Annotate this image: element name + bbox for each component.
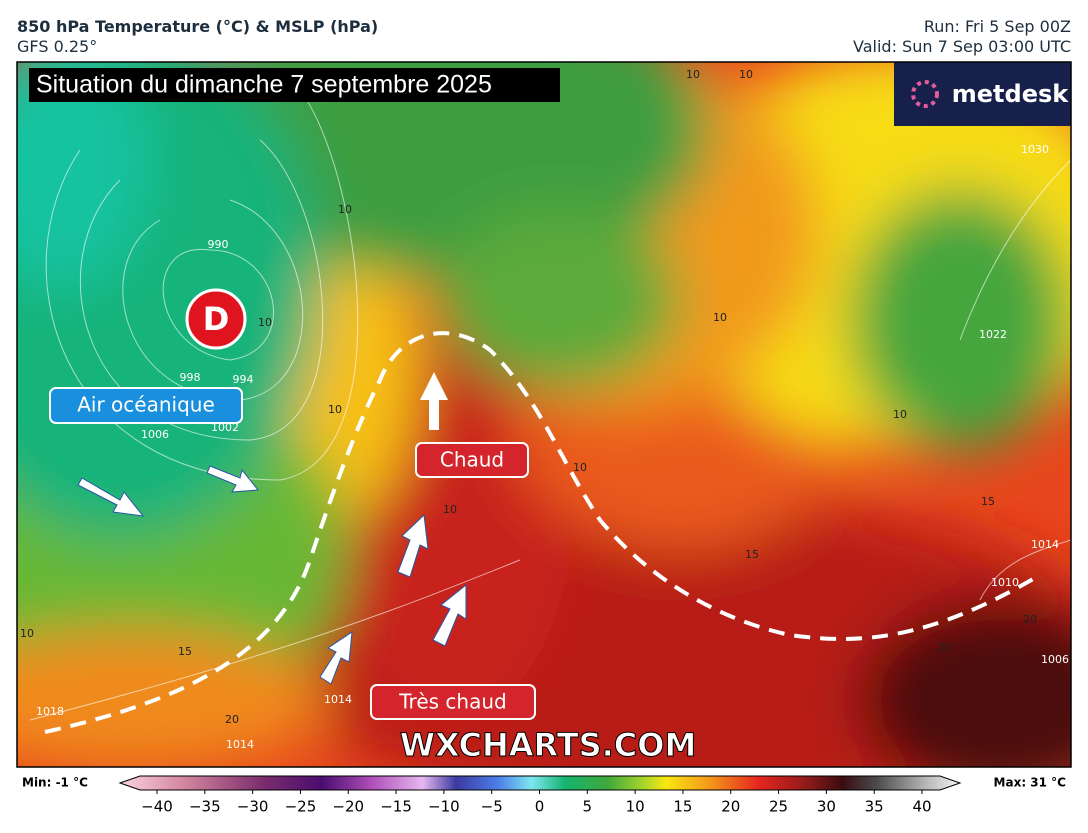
colorbar-tick-label: 25 bbox=[769, 798, 788, 816]
annotation: Très chaud bbox=[398, 690, 506, 714]
annotation-bg bbox=[370, 684, 536, 720]
isobars bbox=[29, 89, 1071, 721]
colorbar-tick-label: 0 bbox=[535, 798, 545, 816]
annotation-bg bbox=[49, 387, 243, 424]
temperature-label: 10 bbox=[443, 503, 457, 516]
isobar-label: 1014 bbox=[1031, 538, 1059, 551]
isobar-label: 1018 bbox=[36, 705, 64, 718]
isobar-label: 1006 bbox=[1041, 653, 1069, 666]
temperature-label: 10 bbox=[338, 203, 352, 216]
annotation-bg bbox=[415, 442, 529, 478]
min-label: Min: -1 °C bbox=[22, 776, 88, 790]
colorbar-tick-label: 15 bbox=[673, 798, 692, 816]
isobar-label: 1002 bbox=[211, 421, 239, 434]
temperature-label: 10 bbox=[686, 68, 700, 81]
isobar-labels: 9909949981002100610101014101810221030101… bbox=[36, 143, 1069, 751]
colorbar-tick-label: −15 bbox=[380, 798, 412, 816]
isobar-label: 1014 bbox=[226, 738, 254, 751]
temperature-label: 20 bbox=[938, 641, 952, 654]
colorbar-tick-label: −35 bbox=[189, 798, 221, 816]
title: 850 hPa Temperature (°C) & MSLP (hPa) bbox=[17, 17, 378, 36]
low-marker-bg bbox=[185, 288, 247, 350]
colorbar-tick-label: 10 bbox=[626, 798, 645, 816]
temperature-label: 15 bbox=[981, 495, 995, 508]
isobar-label: 998 bbox=[180, 371, 201, 384]
low-marker: D bbox=[203, 300, 230, 338]
colorbar bbox=[118, 775, 962, 791]
colorbar-tick-label: −5 bbox=[481, 798, 503, 816]
colorbar-tick-label: 5 bbox=[583, 798, 593, 816]
watermark: WXCHARTS.COM bbox=[400, 726, 697, 764]
isobar-label: 1030 bbox=[1021, 143, 1049, 156]
colorbar-tick-label: 40 bbox=[912, 798, 931, 816]
valid: Valid: Sun 7 Sep 03:00 UTC bbox=[853, 37, 1071, 56]
banner: Situation du dimanche 7 septembre 2025 bbox=[36, 71, 492, 99]
banner-bg bbox=[29, 68, 560, 102]
run: Run: Fri 5 Sep 00Z bbox=[924, 17, 1071, 36]
temperature-label: 10 bbox=[573, 461, 587, 474]
colorbar-tick-label: −10 bbox=[428, 798, 460, 816]
warm-air-boundary bbox=[44, 331, 1042, 734]
colorbar-tick-label: 30 bbox=[817, 798, 836, 816]
temperature-label: 10 bbox=[20, 627, 34, 640]
temperature-label: 10 bbox=[328, 403, 342, 416]
arrows bbox=[77, 372, 467, 685]
logo: metdesk bbox=[952, 80, 1070, 108]
isobar-label: 1014 bbox=[324, 693, 352, 706]
temperature-label: 20 bbox=[225, 713, 239, 726]
colorbar-tick-label: 35 bbox=[865, 798, 884, 816]
temperature-label: 15 bbox=[745, 548, 759, 561]
colorbar-tick-label: 20 bbox=[721, 798, 740, 816]
isobar-label: 994 bbox=[233, 373, 254, 386]
annotation: Chaud bbox=[440, 448, 504, 472]
model: GFS 0.25° bbox=[17, 37, 97, 56]
colorbar-tick-label: −30 bbox=[237, 798, 269, 816]
map-frame bbox=[16, 61, 1072, 768]
temperature-label: 10 bbox=[258, 316, 272, 329]
logo-icon bbox=[911, 80, 939, 108]
colorbar-ticks: −40 −35 −30 −25 −20 −15 −10 −5 0 5 10 15 20 25 30 35 40 bbox=[141, 790, 932, 816]
temperature-label: 15 bbox=[178, 645, 192, 658]
logo-bg bbox=[894, 62, 1071, 126]
isobar-label: 1010 bbox=[991, 576, 1019, 589]
max-label: Max: 31 °C bbox=[994, 776, 1067, 790]
isobar-label: 990 bbox=[208, 238, 229, 251]
colorbar-tick-label: −40 bbox=[141, 798, 173, 816]
temperature-label: 20 bbox=[1023, 613, 1037, 626]
annotation: Air océanique bbox=[77, 393, 215, 417]
colorbar-tick-label: −20 bbox=[332, 798, 364, 816]
temperature-label: 10 bbox=[739, 68, 753, 81]
temperature-label: 10 bbox=[713, 311, 727, 324]
isobar-label: 1022 bbox=[979, 328, 1007, 341]
colorbar-tick-label: −25 bbox=[285, 798, 317, 816]
temperature-label: 10 bbox=[893, 408, 907, 421]
isobar-label: 1006 bbox=[141, 428, 169, 441]
